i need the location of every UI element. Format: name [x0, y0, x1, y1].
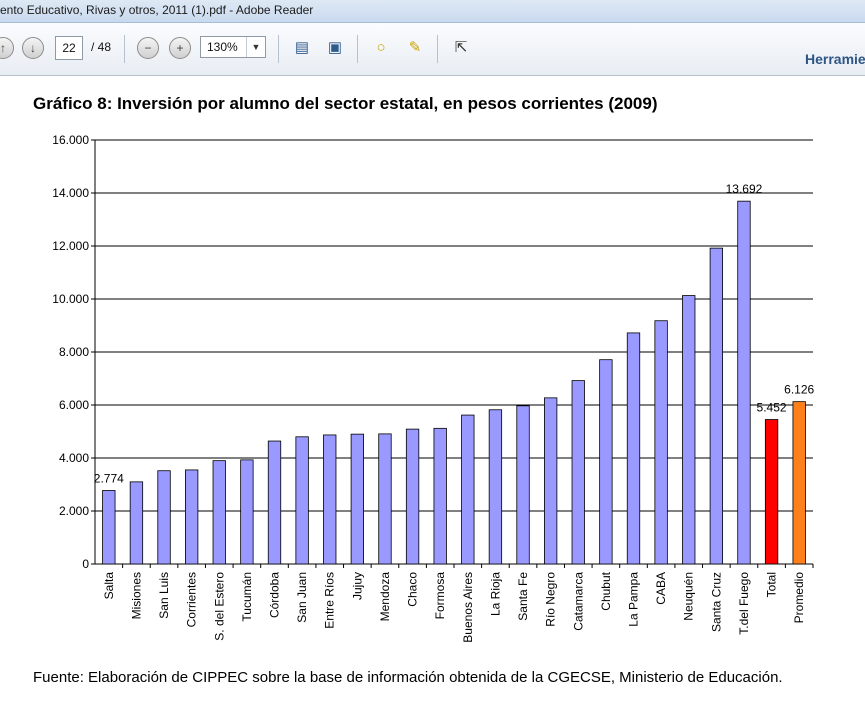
zoom-out-icon[interactable]: −: [137, 37, 159, 59]
bar-caba: [654, 320, 668, 565]
bar-santa-cruz: [709, 247, 723, 565]
category-label: Corrientes: [185, 572, 199, 627]
category-label: Santa Fe: [516, 572, 530, 621]
bar-jujuy: [350, 433, 364, 565]
category-label: La Pampa: [627, 572, 641, 627]
bar-s-del-estero: [212, 460, 226, 565]
category-label: Río Negro: [544, 572, 558, 627]
y-tick-label: 14.000: [52, 186, 89, 200]
category-label: Total: [765, 572, 779, 597]
bar-corrientes: [185, 469, 199, 565]
bar-chaco: [405, 428, 420, 565]
fit-width-icon[interactable]: ▣: [327, 39, 343, 56]
category-label: Chubut: [599, 571, 613, 610]
reader-toolbar: ↑ ↓ 22 / 48 − + 130% ▼ ▤ ▣ ○ ✎ ⇱ Herrami…: [0, 23, 865, 76]
bar-tucum-n: [240, 459, 254, 565]
nav-up-icon[interactable]: ↑: [0, 37, 14, 59]
category-label: Neuquén: [682, 572, 696, 621]
category-label: La Rioja: [488, 572, 502, 616]
chart-gridlines: [95, 139, 813, 565]
y-tick-label: 12.000: [52, 239, 89, 253]
bar-promedio: [792, 401, 806, 565]
source-note: Fuente: Elaboración de CIPPEC sobre la b…: [33, 669, 783, 686]
bar-total: [764, 419, 779, 565]
chart-labels: Salta Misiones San Luis Corrientes S. del Es…: [94, 182, 815, 643]
category-label: Santa Cruz: [709, 572, 723, 632]
chart-title: Gráfico 8: Inversión por alumno del sect…: [33, 94, 658, 113]
tools-tab[interactable]: Herramie: [805, 51, 865, 67]
y-tick-label: 0: [82, 557, 89, 571]
category-label: Salta: [102, 572, 116, 600]
zoom-select[interactable]: 130% ▼: [200, 36, 266, 58]
category-label: Promedio: [792, 572, 806, 624]
window-title: ento Educativo, Rivas y otros, 2011 (1).…: [0, 3, 314, 17]
category-label: S. del Estero: [212, 572, 226, 641]
category-label: Mendoza: [378, 572, 392, 622]
y-tick-label: 4.000: [59, 451, 89, 465]
category-label: San Luis: [157, 572, 171, 619]
comment-icon[interactable]: ○: [376, 39, 386, 56]
bar-formosa: [433, 427, 447, 565]
bar-salta: [102, 490, 116, 565]
category-label: San Juan: [295, 572, 309, 623]
bar-c-rdoba: [267, 440, 282, 565]
category-label: Tucumán: [240, 572, 254, 622]
window-titlebar: ento Educativo, Rivas y otros, 2011 (1).…: [0, 0, 865, 23]
fit-page-icon[interactable]: ▤: [294, 39, 310, 56]
bar-san-luis: [157, 470, 171, 565]
y-tick-label: 2.000: [59, 504, 89, 518]
category-label: CABA: [654, 572, 668, 605]
category-label: Buenos Aires: [461, 572, 475, 643]
bar-san-juan: [295, 436, 309, 565]
bar-neuqu-n: [682, 295, 696, 565]
y-tick-label: 10.000: [52, 292, 89, 306]
bar-t-del-fuego: [737, 200, 751, 565]
category-label: Chaco: [406, 572, 420, 607]
zoom-in-icon[interactable]: +: [169, 37, 191, 59]
toolbar-divider: [437, 35, 438, 63]
toolbar-divider: [278, 35, 279, 63]
fullscreen-icon[interactable]: ⇱: [454, 39, 468, 56]
bar-la-pampa: [626, 332, 641, 565]
nav-down-icon[interactable]: ↓: [22, 37, 44, 59]
bar-misiones: [129, 481, 144, 565]
toolbar-divider: [124, 35, 125, 63]
category-label: T.del Fuego: [737, 572, 751, 635]
data-label: 13.692: [726, 182, 763, 196]
category-label: Catamarca: [571, 572, 585, 631]
bar-r-o-negro: [544, 397, 558, 565]
zoom-value: 130%: [207, 40, 238, 54]
bar-entre-r-os: [323, 434, 337, 565]
y-tick-label: 8.000: [59, 345, 89, 359]
bar-catamarca: [571, 380, 585, 565]
y-tick-label: 16.000: [52, 133, 89, 147]
bar-santa-fe: [516, 405, 530, 565]
data-label: 2.774: [94, 471, 124, 485]
category-label: Córdoba: [268, 572, 282, 618]
bar-la-rioja: [488, 409, 503, 565]
bar-chart: 0 2.000 4.000 6.000 8.000 10.000 12.000 14.000 1…: [52, 133, 815, 643]
bar-buenos-aires: [461, 414, 475, 565]
category-label: Jujuy: [350, 572, 364, 600]
y-tick-label: 6.000: [59, 398, 89, 412]
chart-bars: [102, 200, 806, 565]
bar-chubut: [599, 359, 613, 565]
category-label: Misiones: [129, 572, 143, 619]
page-number-input[interactable]: 22: [55, 36, 83, 60]
chevron-down-icon[interactable]: ▼: [246, 37, 265, 57]
data-label: 5.452: [757, 401, 787, 415]
data-label: 6.126: [784, 383, 814, 397]
category-label: Formosa: [433, 572, 447, 620]
toolbar-divider: [357, 35, 358, 63]
highlight-icon[interactable]: ✎: [408, 39, 422, 56]
bar-mendoza: [378, 433, 392, 565]
category-label: Entre Ríos: [323, 572, 337, 629]
page-total: / 48: [91, 40, 112, 54]
